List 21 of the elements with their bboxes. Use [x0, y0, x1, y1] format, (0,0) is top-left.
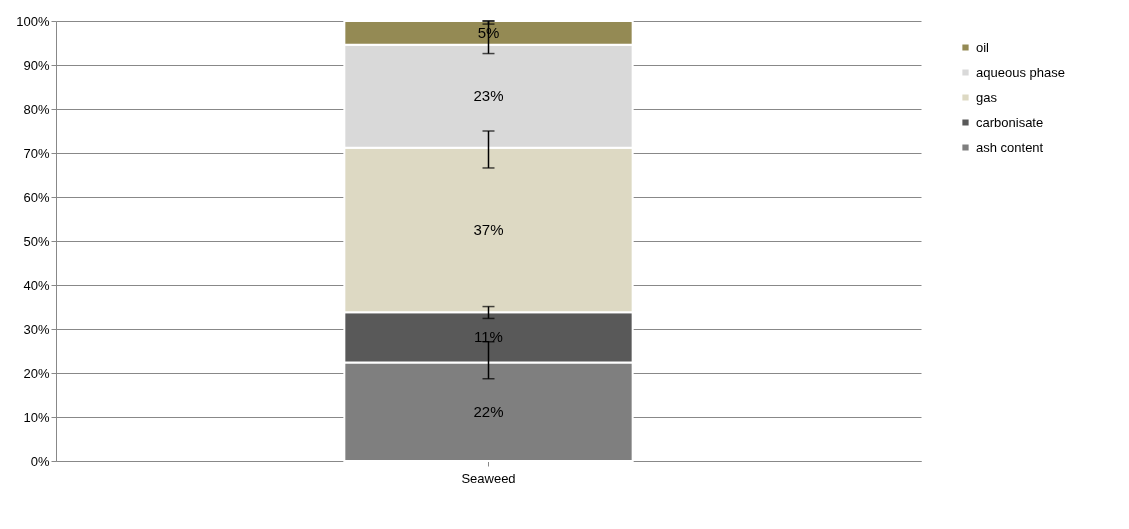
y-tick-label: 10% — [23, 409, 50, 425]
data-label: 37% — [473, 221, 504, 238]
data-label: 11% — [474, 328, 503, 346]
legend-label: ash content — [976, 139, 1044, 155]
y-tick-label: 50% — [23, 233, 50, 249]
legend-label: oil — [976, 39, 990, 55]
y-tick-label: 60% — [23, 189, 50, 205]
y-tick-label: 30% — [23, 321, 50, 337]
data-label: 22% — [473, 402, 504, 420]
y-tick-label: 40% — [23, 277, 50, 293]
y-tick-label: 80% — [23, 101, 50, 117]
y-tick-label: 70% — [23, 145, 50, 161]
data-label: 23% — [473, 87, 504, 105]
y-tick-label: 0% — [30, 453, 50, 469]
y-tick-label: 100% — [16, 13, 50, 29]
y-tick-label: 90% — [23, 57, 50, 73]
legend-label: carbonisate — [976, 114, 1044, 130]
x-tick-label: Seaweed — [461, 470, 516, 486]
y-tick-label: 20% — [23, 365, 50, 381]
legend-label: gas — [976, 89, 998, 105]
legend-label: aqueous phase — [976, 64, 1065, 80]
